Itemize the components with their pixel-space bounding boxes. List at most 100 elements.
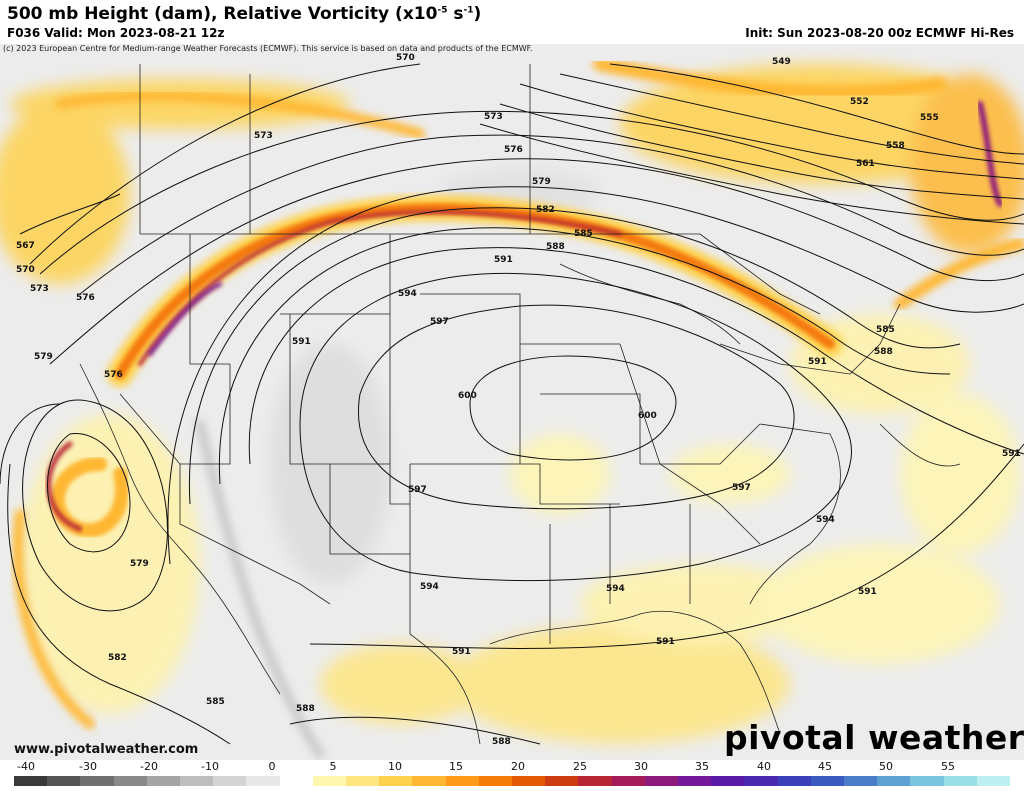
colorbar-swatch bbox=[512, 776, 546, 786]
contour-cutoff-576 bbox=[47, 433, 131, 553]
contour-label: 579 bbox=[130, 559, 149, 569]
contour-label: 576 bbox=[504, 145, 523, 155]
colorbar-tick-label: -40 bbox=[17, 760, 35, 773]
contour-label: 585 bbox=[206, 697, 225, 707]
contour-591b bbox=[309, 443, 1024, 649]
contour-label: 591 bbox=[858, 587, 877, 597]
contour-label: 573 bbox=[484, 112, 503, 122]
colorbar-swatch bbox=[777, 776, 811, 786]
colorbar-swatch bbox=[379, 776, 413, 786]
vorticity-field-weak bbox=[0, 64, 1024, 744]
contour-label: 570 bbox=[396, 53, 415, 63]
colorbar-swatch bbox=[711, 776, 745, 786]
contour-ne-549 bbox=[609, 63, 1024, 155]
colorbar-swatch bbox=[146, 776, 181, 786]
colorbar-tick-label: 15 bbox=[449, 760, 463, 773]
colorbar-swatch bbox=[180, 776, 214, 786]
colorbar-swatch bbox=[47, 776, 81, 786]
contour-label: 567 bbox=[16, 241, 35, 251]
contour-588 bbox=[218, 227, 951, 485]
contour-label: 588 bbox=[296, 704, 315, 714]
colorbar-tick-label: -20 bbox=[140, 760, 158, 773]
contour-label: 585 bbox=[574, 229, 593, 239]
contour-585 bbox=[188, 207, 961, 505]
contour-label: 573 bbox=[30, 284, 49, 294]
contour-label: 558 bbox=[886, 141, 905, 151]
contour-ne-552 bbox=[559, 73, 1024, 165]
map-title: 500 mb Height (dam), Relative Vorticity … bbox=[7, 4, 482, 24]
colorbar-tick-label: 10 bbox=[388, 760, 402, 773]
contour-ne-555 bbox=[519, 83, 1024, 180]
contour-label: 600 bbox=[458, 391, 477, 401]
contour-label: 591 bbox=[656, 637, 675, 647]
colorbar-swatch bbox=[346, 776, 380, 786]
colorbar-tick-label: 5 bbox=[329, 760, 337, 773]
contour-label: 591 bbox=[808, 357, 827, 367]
colorbar-swatch bbox=[644, 776, 679, 786]
contour-label: 573 bbox=[254, 131, 273, 141]
colorbar-tick-label: 35 bbox=[695, 760, 709, 773]
contour-591 bbox=[248, 247, 1024, 465]
contour-597 bbox=[358, 304, 795, 510]
contour-label: 594 bbox=[816, 515, 835, 525]
colorbar-tick-label: 50 bbox=[879, 760, 893, 773]
colorbar-tick-label: -10 bbox=[201, 760, 219, 773]
contour-594 bbox=[299, 272, 852, 582]
contour-label: 576 bbox=[76, 293, 95, 303]
contour-label: 597 bbox=[408, 485, 427, 495]
colorbar-swatch bbox=[412, 776, 446, 786]
contour-ne-561 bbox=[479, 123, 1024, 225]
colorbar-swatch bbox=[312, 776, 347, 786]
colorbar-swatch bbox=[213, 776, 247, 786]
colorbar-tick-label: 45 bbox=[818, 760, 832, 773]
colorbar-tick-label: 30 bbox=[634, 760, 648, 773]
colorbar-swatch bbox=[810, 776, 845, 786]
contour-ne-558 bbox=[499, 103, 1024, 200]
contour-label: 570 bbox=[16, 265, 35, 275]
contour-label: 591 bbox=[1002, 449, 1021, 459]
contour-573 bbox=[39, 110, 1024, 275]
political-boundaries bbox=[79, 64, 961, 745]
contour-label: 597 bbox=[732, 483, 751, 493]
vorticity-map-svg: 600 600 597 597 597 594 594 594 594 591 … bbox=[0, 44, 1024, 760]
contour-labels: 600 600 597 597 597 594 594 594 594 591 … bbox=[16, 53, 1021, 747]
colorbar-tick-label: -30 bbox=[79, 760, 97, 773]
contour-label: 576 bbox=[104, 370, 123, 380]
height-contours bbox=[0, 63, 1024, 745]
contour-label: 582 bbox=[536, 205, 555, 215]
colorbar-swatch bbox=[678, 776, 712, 786]
contour-label: 588 bbox=[546, 242, 565, 252]
contour-label: 549 bbox=[772, 57, 791, 67]
colorbar-ticks: -40 -30 -20 -10 0 5 10 15 20 25 30 35 40 45 50 55 bbox=[0, 760, 1024, 774]
contour-582 bbox=[167, 186, 1024, 565]
weather-map[interactable]: 600 600 597 597 597 594 594 594 594 591 … bbox=[0, 44, 1024, 760]
colorbar-tick-label: 0 bbox=[268, 760, 276, 773]
colorbar-swatch bbox=[279, 776, 313, 786]
contour-label: 561 bbox=[856, 159, 875, 169]
contour-579 bbox=[49, 158, 1024, 365]
colorbar bbox=[14, 776, 1011, 786]
colorbar-tick-label: 40 bbox=[757, 760, 771, 773]
colorbar-swatch bbox=[445, 776, 479, 786]
contour-label: 594 bbox=[420, 582, 439, 592]
contour-label: 591 bbox=[292, 337, 311, 347]
colorbar-swatch bbox=[877, 776, 911, 786]
colorbar-swatch bbox=[611, 776, 645, 786]
contour-label: 588 bbox=[492, 737, 511, 747]
contour-600 bbox=[469, 355, 677, 461]
contour-label: 582 bbox=[108, 653, 127, 663]
colorbar-swatch bbox=[545, 776, 579, 786]
colorbar-swatch bbox=[744, 776, 778, 786]
colorbar-swatch bbox=[246, 776, 280, 786]
contour-570 bbox=[29, 63, 421, 265]
colorbar-tick-label: 25 bbox=[573, 760, 587, 773]
contour-label: 585 bbox=[876, 325, 895, 335]
colorbar-swatch bbox=[478, 776, 513, 786]
map-header: 500 mb Height (dam), Relative Vorticity … bbox=[0, 0, 1024, 44]
contour-567 bbox=[19, 193, 121, 235]
website-link[interactable]: www.pivotalweather.com bbox=[14, 742, 199, 757]
contour-label: 552 bbox=[850, 97, 869, 107]
contour-576 bbox=[79, 134, 1024, 295]
contour-588b bbox=[289, 716, 541, 745]
colorbar-tick-label: 20 bbox=[511, 760, 525, 773]
